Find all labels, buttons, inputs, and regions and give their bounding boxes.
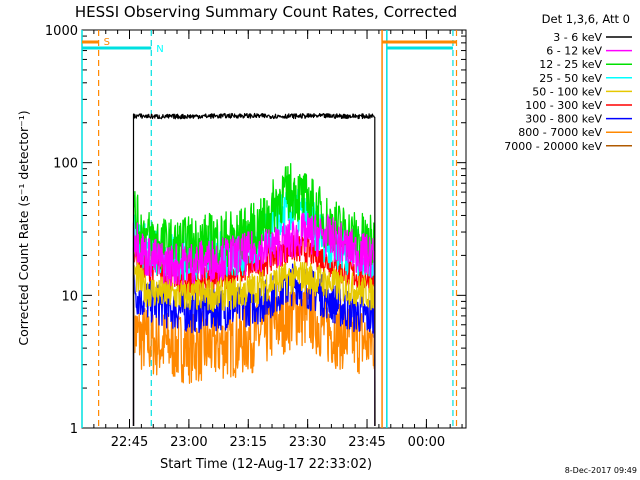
series-layer — [132, 112, 376, 427]
annotation-layer: SN — [82, 37, 457, 55]
legend-label: 100 - 300 keV — [525, 99, 602, 112]
y-axis-label: Corrected Count Rate (s⁻¹ detector⁻¹) — [16, 110, 31, 345]
chart-title: HESSI Observing Summary Count Rates, Cor… — [75, 3, 457, 21]
y-tick-label: 1 — [70, 422, 78, 437]
series-line — [132, 263, 376, 427]
legend-title: Det 1,3,6, Att 0 — [542, 12, 630, 26]
legend-label: 12 - 25 keV — [539, 58, 602, 71]
x-tick-label: 23:45 — [348, 435, 385, 450]
legend-label: 800 - 7000 keV — [518, 126, 602, 139]
y-tick-label: 10 — [61, 289, 78, 304]
series-line — [132, 260, 376, 427]
x-axis-label: Start Time (12-Aug-17 22:33:02) — [160, 457, 372, 472]
timestamp: 8-Dec-2017 09:49 — [565, 466, 637, 475]
y-tick-label: 100 — [53, 157, 78, 172]
legend-label: 25 - 50 keV — [539, 72, 602, 85]
series-line — [132, 280, 376, 427]
annotation-s: S — [104, 37, 110, 48]
plot-area — [81, 29, 467, 429]
legend-label: 300 - 800 keV — [525, 113, 602, 126]
x-tick-label: 22:45 — [111, 435, 148, 450]
x-tick-label: 23:00 — [170, 435, 207, 450]
x-tick-label: 23:15 — [230, 435, 267, 450]
legend-label: 7000 - 20000 keV — [504, 140, 602, 153]
tick-labels: 1 10 100 1000 22:45 23:00 23:15 23:30 23:45 00:00 — [45, 24, 445, 450]
x-tick-label: 23:30 — [289, 435, 326, 450]
legend-label: 6 - 12 keV — [546, 45, 602, 58]
x-tick-label: 00:00 — [408, 435, 445, 450]
annotation-n: N — [156, 44, 163, 55]
legend-label: 3 - 6 keV — [553, 31, 602, 44]
legend-label: 50 - 100 keV — [532, 85, 602, 98]
series-line — [132, 212, 376, 427]
series-line — [132, 112, 376, 427]
y-tick-label: 1000 — [45, 24, 78, 39]
event-lines — [81, 30, 458, 428]
